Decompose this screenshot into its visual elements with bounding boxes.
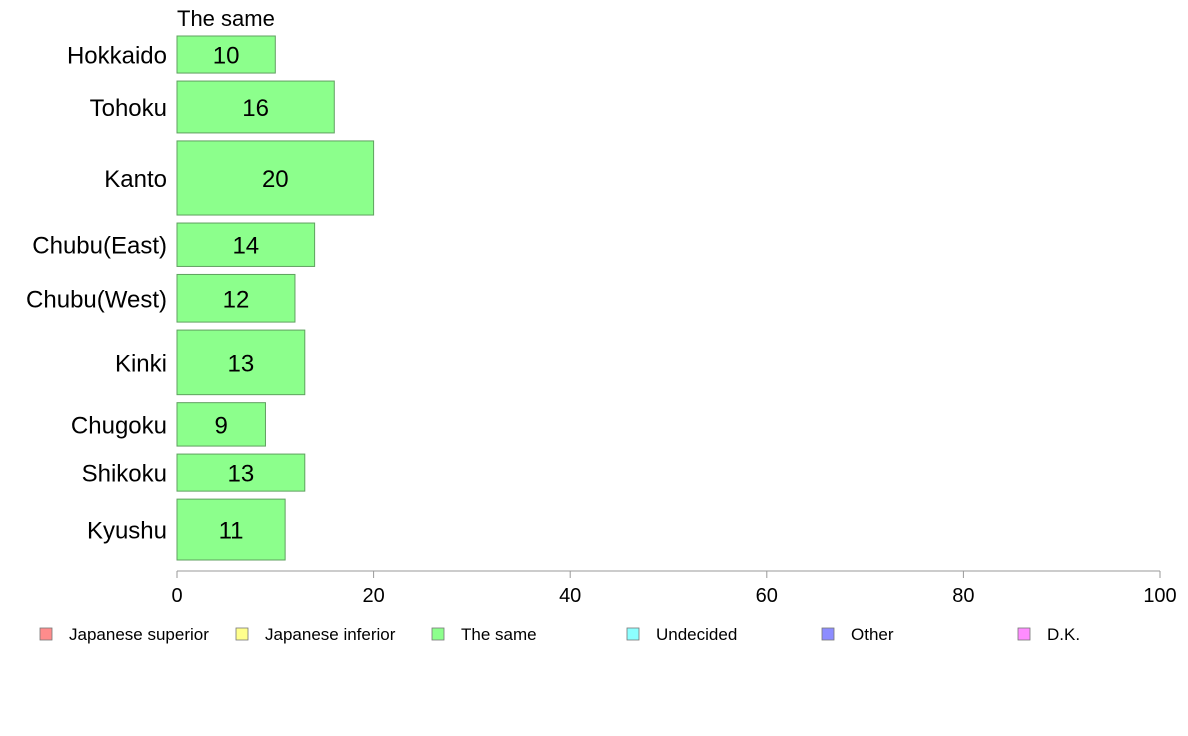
legend-swatch: [431, 627, 445, 641]
legend-swatch: [821, 627, 835, 641]
x-tick-label: 20: [362, 585, 384, 607]
legend-swatch: [1017, 627, 1031, 641]
category-label: Hokkaido: [67, 43, 167, 70]
category-label: Tohoku: [90, 95, 167, 122]
bar-value-label: 14: [232, 233, 259, 260]
legend-label: Japanese superior: [69, 625, 209, 644]
bar-value-label: 13: [228, 350, 255, 377]
bar: [176, 80, 335, 134]
x-tick-label: 40: [559, 585, 581, 607]
legend: Japanese superior Japanese inferior The sa…: [39, 625, 1080, 644]
bar-value-label: 20: [262, 166, 289, 193]
legend-label: Japanese inferior: [265, 625, 396, 644]
bar-value-label: 9: [215, 412, 228, 439]
legend-swatch: [235, 627, 249, 641]
bar: [176, 498, 286, 561]
bar: [176, 140, 375, 216]
category-label: Kyushu: [87, 518, 167, 545]
chart-title: The same: [177, 6, 275, 31]
x-axis: 0 20 40 60 80 100: [171, 570, 1177, 607]
bar-value-label: 12: [223, 286, 250, 313]
category-label: Chubu(West): [26, 286, 167, 313]
bar: [176, 222, 316, 267]
x-tick-label: 60: [756, 585, 778, 607]
bar: [176, 35, 276, 74]
bar-value-label: 11: [219, 518, 244, 545]
category-label: Chugoku: [71, 412, 167, 439]
x-tick-label: 100: [1143, 585, 1176, 607]
bar: [176, 402, 266, 447]
bar-value-label: 16: [242, 95, 269, 122]
x-tick-label: 80: [952, 585, 974, 607]
category-label: Chubu(East): [32, 233, 167, 260]
legend-swatch: [39, 627, 53, 641]
bar-value-label: 13: [228, 461, 255, 488]
legend-label: D.K.: [1047, 625, 1080, 644]
category-label: Kanto: [104, 166, 167, 193]
category-label: Shikoku: [82, 461, 167, 488]
x-tick-label: 0: [171, 585, 182, 607]
legend-label: Undecided: [656, 625, 737, 644]
bar: [176, 329, 306, 396]
bars-group: 10 Hokkaido 16 Tohoku 20 Kanto 14 Chubu(East) 12…: [26, 35, 375, 561]
legend-swatch: [626, 627, 640, 641]
legend-label: The same: [461, 625, 537, 644]
bar: [176, 453, 306, 492]
bar-value-label: 10: [213, 43, 240, 70]
legend-label: Other: [851, 625, 894, 644]
bar: [176, 273, 296, 323]
category-label: Kinki: [115, 350, 167, 377]
